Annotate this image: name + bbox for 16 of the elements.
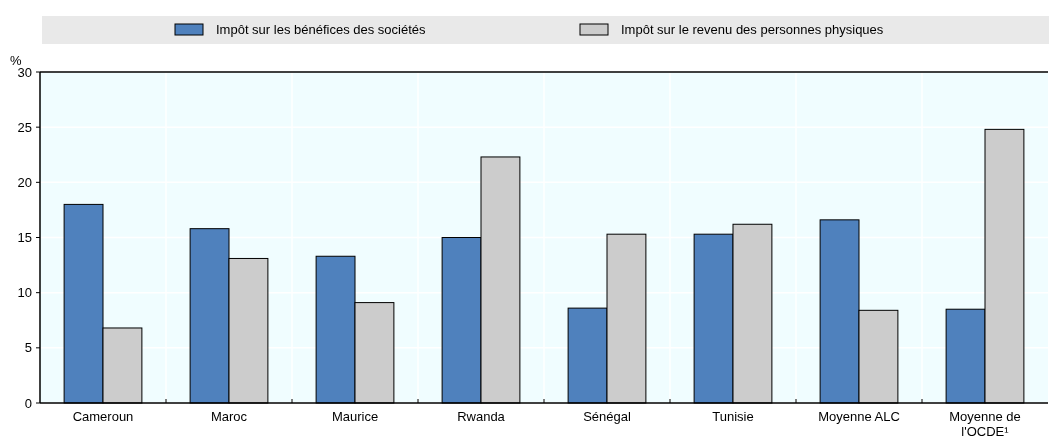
y-tick-label: 20 bbox=[17, 174, 32, 190]
legend-label: Impôt sur les bénéfices des sociétés bbox=[216, 22, 427, 38]
y-tick-label: 25 bbox=[17, 119, 32, 135]
x-tick-label: Moyenne de l'OCDE¹ bbox=[949, 409, 1021, 439]
x-tick-label: Cameroun bbox=[72, 409, 134, 424]
y-tick-label: 0 bbox=[24, 395, 32, 411]
x-tick-label: Moyenne ALC bbox=[818, 409, 900, 424]
x-tick-label: Sénégal bbox=[583, 409, 631, 424]
y-tick-label: 15 bbox=[17, 230, 32, 246]
y-tick-label: 5 bbox=[24, 340, 32, 356]
legend-label: Impôt sur le revenu des personnes physiques bbox=[621, 22, 884, 38]
x-tick-label: Maroc bbox=[210, 409, 248, 424]
x-tick-label: Maurice bbox=[331, 409, 379, 424]
y-tick-label: 10 bbox=[17, 285, 32, 301]
x-tick-label: Rwanda bbox=[457, 409, 506, 424]
x-tick-label: Tunisie bbox=[712, 409, 754, 424]
